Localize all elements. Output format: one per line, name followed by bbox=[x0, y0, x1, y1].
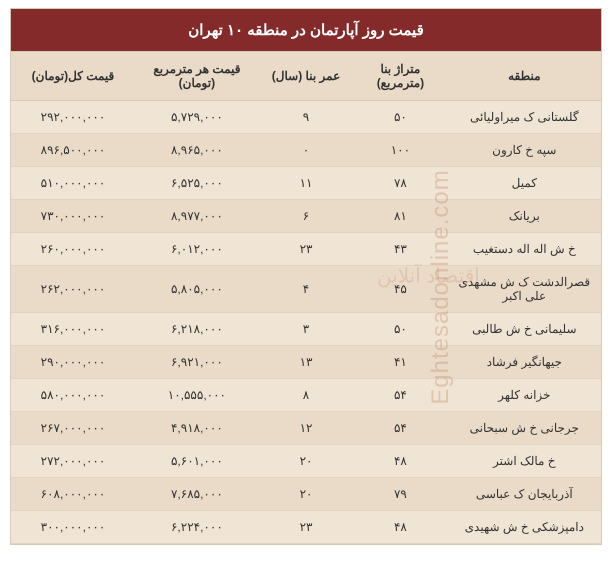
col-header-total: قیمت کل(تومان) bbox=[11, 52, 135, 101]
cell-ppm: ۵,۸۰۵,۰۰۰ bbox=[135, 266, 259, 313]
cell-area: ۵۴ bbox=[353, 379, 447, 412]
cell-region: بریانک bbox=[448, 200, 601, 233]
cell-total: ۲۶۷,۰۰۰,۰۰۰ bbox=[11, 412, 135, 445]
cell-age: ۲۰ bbox=[259, 445, 353, 478]
table-row: سلیمانی خ ش طالبی۵۰۳۶,۲۱۸,۰۰۰۳۱۶,۰۰۰,۰۰۰ bbox=[11, 313, 601, 346]
cell-ppm: ۷,۶۸۵,۰۰۰ bbox=[135, 478, 259, 511]
cell-region: جیهانگیر فرشاد bbox=[448, 346, 601, 379]
cell-total: ۶۰۸,۰۰۰,۰۰۰ bbox=[11, 478, 135, 511]
cell-age: ۸ bbox=[259, 379, 353, 412]
cell-region: سلیمانی خ ش طالبی bbox=[448, 313, 601, 346]
cell-ppm: ۱۰,۵۵۵,۰۰۰ bbox=[135, 379, 259, 412]
cell-area: ۱۰۰ bbox=[353, 134, 447, 167]
cell-total: ۷۳۰,۰۰۰,۰۰۰ bbox=[11, 200, 135, 233]
table-title: قیمت روز آپارتمان در منطقه ۱۰ تهران bbox=[11, 9, 601, 52]
price-table: منطقه متراژ بنا (مترمربع) عمر بنا (سال) … bbox=[11, 52, 601, 544]
col-header-ppm: قیمت هر مترمربع (تومان) bbox=[135, 52, 259, 101]
cell-ppm: ۸,۹۷۷,۰۰۰ bbox=[135, 200, 259, 233]
cell-area: ۸۱ bbox=[353, 200, 447, 233]
cell-age: ۱۳ bbox=[259, 346, 353, 379]
cell-ppm: ۵,۶۰۱,۰۰۰ bbox=[135, 445, 259, 478]
cell-ppm: ۶,۲۱۸,۰۰۰ bbox=[135, 313, 259, 346]
cell-region: خ ش اله اله دستغیب bbox=[448, 233, 601, 266]
cell-total: ۲۶۰,۰۰۰,۰۰۰ bbox=[11, 233, 135, 266]
cell-region: سپه خ کارون bbox=[448, 134, 601, 167]
table-row: خزانه کلهر۵۴۸۱۰,۵۵۵,۰۰۰۵۸۰,۰۰۰,۰۰۰ bbox=[11, 379, 601, 412]
cell-region: قصرالدشت ک ش مشهدی علی اکبر bbox=[448, 266, 601, 313]
cell-region: دامپزشکی خ ش شهیدی bbox=[448, 511, 601, 544]
cell-ppm: ۶,۹۲۱,۰۰۰ bbox=[135, 346, 259, 379]
cell-total: ۵۱۰,۰۰۰,۰۰۰ bbox=[11, 167, 135, 200]
cell-total: ۳۱۶,۰۰۰,۰۰۰ bbox=[11, 313, 135, 346]
cell-area: ۴۵ bbox=[353, 266, 447, 313]
cell-age: ۴ bbox=[259, 266, 353, 313]
cell-region: آذربایجان ک عباسی bbox=[448, 478, 601, 511]
cell-ppm: ۶,۲۲۴,۰۰۰ bbox=[135, 511, 259, 544]
price-table-container: قیمت روز آپارتمان در منطقه ۱۰ تهران منطق… bbox=[10, 8, 602, 545]
cell-region: جرجانی خ ش سبحانی bbox=[448, 412, 601, 445]
cell-area: ۵۴ bbox=[353, 412, 447, 445]
cell-region: گلستانی ک میراولیائی bbox=[448, 101, 601, 134]
table-row: جیهانگیر فرشاد۴۱۱۳۶,۹۲۱,۰۰۰۲۹۰,۰۰۰,۰۰۰ bbox=[11, 346, 601, 379]
table-row: جرجانی خ ش سبحانی۵۴۱۲۴,۹۱۸,۰۰۰۲۶۷,۰۰۰,۰۰… bbox=[11, 412, 601, 445]
table-body: گلستانی ک میراولیائی۵۰۹۵,۷۲۹,۰۰۰۲۹۲,۰۰۰,… bbox=[11, 101, 601, 544]
cell-age: ۲۳ bbox=[259, 233, 353, 266]
cell-area: ۵۰ bbox=[353, 101, 447, 134]
cell-age: ۰ bbox=[259, 134, 353, 167]
cell-region: خزانه کلهر bbox=[448, 379, 601, 412]
cell-region: خ مالک اشتر bbox=[448, 445, 601, 478]
col-header-age: عمر بنا (سال) bbox=[259, 52, 353, 101]
cell-total: ۸۹۶,۵۰۰,۰۰۰ bbox=[11, 134, 135, 167]
cell-total: ۲۶۲,۰۰۰,۰۰۰ bbox=[11, 266, 135, 313]
cell-area: ۴۸ bbox=[353, 511, 447, 544]
cell-total: ۵۸۰,۰۰۰,۰۰۰ bbox=[11, 379, 135, 412]
table-row: خ مالک اشتر۴۸۲۰۵,۶۰۱,۰۰۰۲۷۲,۰۰۰,۰۰۰ bbox=[11, 445, 601, 478]
cell-age: ۲۳ bbox=[259, 511, 353, 544]
col-header-region: منطقه bbox=[448, 52, 601, 101]
cell-area: ۷۸ bbox=[353, 167, 447, 200]
table-row: بریانک۸۱۶۸,۹۷۷,۰۰۰۷۳۰,۰۰۰,۰۰۰ bbox=[11, 200, 601, 233]
table-row: کمیل۷۸۱۱۶,۵۲۵,۰۰۰۵۱۰,۰۰۰,۰۰۰ bbox=[11, 167, 601, 200]
cell-total: ۲۷۲,۰۰۰,۰۰۰ bbox=[11, 445, 135, 478]
cell-total: ۲۹۲,۰۰۰,۰۰۰ bbox=[11, 101, 135, 134]
cell-area: ۵۰ bbox=[353, 313, 447, 346]
cell-age: ۲۰ bbox=[259, 478, 353, 511]
table-row: گلستانی ک میراولیائی۵۰۹۵,۷۲۹,۰۰۰۲۹۲,۰۰۰,… bbox=[11, 101, 601, 134]
cell-area: ۴۳ bbox=[353, 233, 447, 266]
cell-age: ۱۱ bbox=[259, 167, 353, 200]
cell-area: ۷۹ bbox=[353, 478, 447, 511]
cell-age: ۱۲ bbox=[259, 412, 353, 445]
cell-ppm: ۶,۰۱۲,۰۰۰ bbox=[135, 233, 259, 266]
table-row: خ ش اله اله دستغیب۴۳۲۳۶,۰۱۲,۰۰۰۲۶۰,۰۰۰,۰… bbox=[11, 233, 601, 266]
cell-region: کمیل bbox=[448, 167, 601, 200]
cell-area: ۴۸ bbox=[353, 445, 447, 478]
table-row: آذربایجان ک عباسی۷۹۲۰۷,۶۸۵,۰۰۰۶۰۸,۰۰۰,۰۰… bbox=[11, 478, 601, 511]
table-row: قصرالدشت ک ش مشهدی علی اکبر۴۵۴۵,۸۰۵,۰۰۰۲… bbox=[11, 266, 601, 313]
cell-ppm: ۵,۷۲۹,۰۰۰ bbox=[135, 101, 259, 134]
cell-area: ۴۱ bbox=[353, 346, 447, 379]
table-row: سپه خ کارون۱۰۰۰۸,۹۶۵,۰۰۰۸۹۶,۵۰۰,۰۰۰ bbox=[11, 134, 601, 167]
cell-ppm: ۴,۹۱۸,۰۰۰ bbox=[135, 412, 259, 445]
table-header-row: منطقه متراژ بنا (مترمربع) عمر بنا (سال) … bbox=[11, 52, 601, 101]
cell-total: ۳۰۰,۰۰۰,۰۰۰ bbox=[11, 511, 135, 544]
cell-ppm: ۶,۵۲۵,۰۰۰ bbox=[135, 167, 259, 200]
cell-ppm: ۸,۹۶۵,۰۰۰ bbox=[135, 134, 259, 167]
cell-age: ۹ bbox=[259, 101, 353, 134]
cell-total: ۲۹۰,۰۰۰,۰۰۰ bbox=[11, 346, 135, 379]
cell-age: ۶ bbox=[259, 200, 353, 233]
col-header-area: متراژ بنا (مترمربع) bbox=[353, 52, 447, 101]
table-row: دامپزشکی خ ش شهیدی۴۸۲۳۶,۲۲۴,۰۰۰۳۰۰,۰۰۰,۰… bbox=[11, 511, 601, 544]
cell-age: ۳ bbox=[259, 313, 353, 346]
